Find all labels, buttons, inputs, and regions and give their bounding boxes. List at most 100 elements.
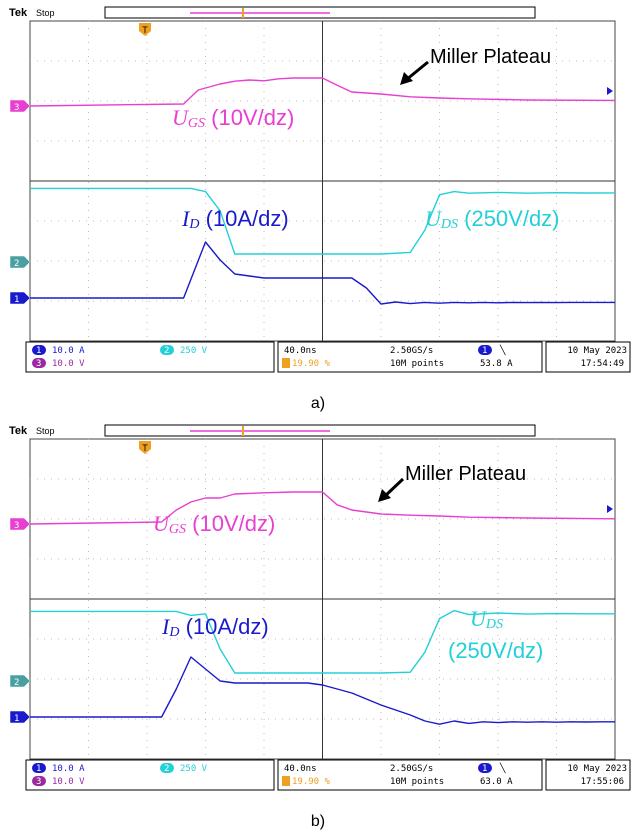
timebase: 40.0ns: [284, 764, 317, 774]
ch2-scale-badge: [160, 763, 174, 773]
trigger-marker-glyph: T: [142, 25, 148, 35]
trigger-source-badge: [478, 763, 492, 773]
ch3-scale-badge: [32, 358, 46, 368]
channel-scale-box: [25, 759, 275, 791]
label-ugs-symbol: U: [153, 511, 171, 536]
ch2-scale-badge-label: 2: [164, 764, 169, 774]
label-id: ID (10A/dz): [161, 614, 269, 640]
annotation-arrow-head: [400, 72, 413, 85]
brand-label: Tek: [9, 7, 28, 19]
brand-label: Tek: [9, 425, 28, 437]
label-ugs-scale: (10V/dz): [186, 511, 275, 536]
label-id-scale: (10A/dz): [179, 614, 268, 639]
trigger-slope-icon: ╲: [499, 762, 506, 774]
ch2-scale: 250 V: [180, 346, 208, 356]
label-uds-text: UDS (250V/dz): [425, 206, 560, 232]
ch1-scale-badge-label: 1: [36, 346, 41, 356]
ch1-scale-badge: [32, 763, 46, 773]
channel-scale-box: [25, 341, 275, 373]
trigger-position: 19.90 %: [292, 777, 331, 787]
label-uds-symbol: U: [425, 206, 443, 231]
label-id: ID (10A/dz): [181, 206, 289, 232]
label-uds-symbol: U: [470, 606, 488, 631]
label-ugs-scale: (10V/dz): [205, 105, 294, 130]
trigger-slope-icon: ╲: [499, 344, 506, 356]
trigger-source-badge-label: 1: [482, 346, 487, 356]
ground-marker-label-ch1: 1: [14, 714, 19, 724]
trigger-level: 63.0 A: [480, 777, 513, 787]
sample-rate: 2.50GS/s: [390, 346, 433, 356]
label-uds: UDS (250V/dz): [425, 206, 560, 232]
label-uds-scale: (250V/dz): [448, 638, 543, 663]
time: 17:54:49: [581, 359, 624, 369]
ch3-scale-badge-label: 3: [36, 359, 41, 369]
ground-marker-label-ch1: 1: [14, 295, 19, 305]
ch3-scale-badge: [32, 776, 46, 786]
waveform-ch1: [30, 241, 615, 305]
ground-marker-ch3: [9, 99, 31, 113]
label-ugs: UGS (10V/dz): [172, 105, 294, 131]
trigger-marker-glyph: T: [142, 443, 148, 453]
waveform-ch2: [30, 609, 615, 674]
miller-plateau-annotation: Miller Plateau: [430, 46, 551, 68]
ground-marker-ch3: [9, 517, 31, 531]
ground-marker-label-ch3: 3: [14, 103, 19, 113]
ch3-scale: 10.0 V: [52, 777, 85, 787]
trigger-position-marker: [139, 441, 151, 454]
ch2-scale: 250 V: [180, 764, 208, 774]
label-id-subscript: D: [168, 625, 179, 640]
ground-marker-label-ch2: 2: [14, 678, 19, 688]
label-id-scale: (10A/dz): [199, 206, 288, 231]
label-ugs-subscript: GS: [169, 522, 186, 537]
acquisition-box: [277, 759, 543, 791]
datetime-box: [545, 341, 631, 373]
label-uds-text: UDS: [470, 606, 503, 632]
ch1-scale-badge: [32, 345, 46, 355]
trigger-position-marker: [139, 23, 151, 36]
ground-marker-ch1: [9, 710, 31, 724]
label-id-symbol: I: [181, 206, 191, 231]
annotation-arrow-shaft: [382, 477, 405, 499]
ground-marker-ch2: [9, 255, 31, 269]
ch2-scale-badge: [160, 345, 174, 355]
ch3-scale-badge-label: 3: [36, 777, 41, 787]
ch1-scale: 10.0 A: [52, 764, 85, 774]
waveform-ch2: [30, 187, 616, 255]
label-id-subscript: D: [188, 217, 199, 232]
waveform-ch3: [29, 77, 616, 107]
trigger-source-badge: [478, 345, 492, 355]
label-uds-subscript: DS: [485, 617, 503, 632]
status-bar: 1 10.0 A 2 250 V 3 10.0 V 40.0ns 19.90 % 2.50GS/…: [25, 341, 631, 373]
ch3-scale: 10.0 V: [52, 359, 85, 369]
label-id-text: ID (10A/dz): [161, 614, 269, 640]
label-id-text: ID (10A/dz): [181, 206, 289, 232]
trigger-position: 19.90 %: [292, 359, 331, 369]
annotation-arrow-shaft: [405, 60, 429, 82]
record-length: 10M points: [390, 777, 444, 787]
ground-marker-ch2: [9, 674, 31, 688]
waveform-ch1: [30, 656, 615, 725]
datetime-box: [545, 759, 631, 791]
trigger-level-arrow: [607, 505, 613, 513]
label-ugs: UGS (10V/dz): [153, 511, 275, 537]
trigger-pos-badge: [282, 358, 290, 368]
label-ugs-text: UGS (10V/dz): [172, 105, 294, 131]
ch1-scale-badge-label: 1: [36, 764, 41, 774]
ch1-scale: 10.0 A: [52, 346, 85, 356]
acquisition-status: Stop: [36, 426, 55, 436]
label-id-symbol: I: [161, 614, 171, 639]
label-ugs-symbol: U: [172, 105, 190, 130]
sample-rate: 2.50GS/s: [390, 764, 433, 774]
panel-caption: b): [311, 813, 325, 830]
record-length: 10M points: [390, 359, 444, 369]
label-uds: UDS (250V/dz): [448, 606, 543, 663]
date: 10 May 2023: [567, 346, 627, 356]
panel-caption: a): [311, 395, 325, 412]
timebase: 40.0ns: [284, 346, 317, 356]
ground-marker-label-ch3: 3: [14, 521, 19, 531]
label-ugs-subscript: GS: [188, 116, 205, 131]
label-ugs-text: UGS (10V/dz): [153, 511, 275, 537]
